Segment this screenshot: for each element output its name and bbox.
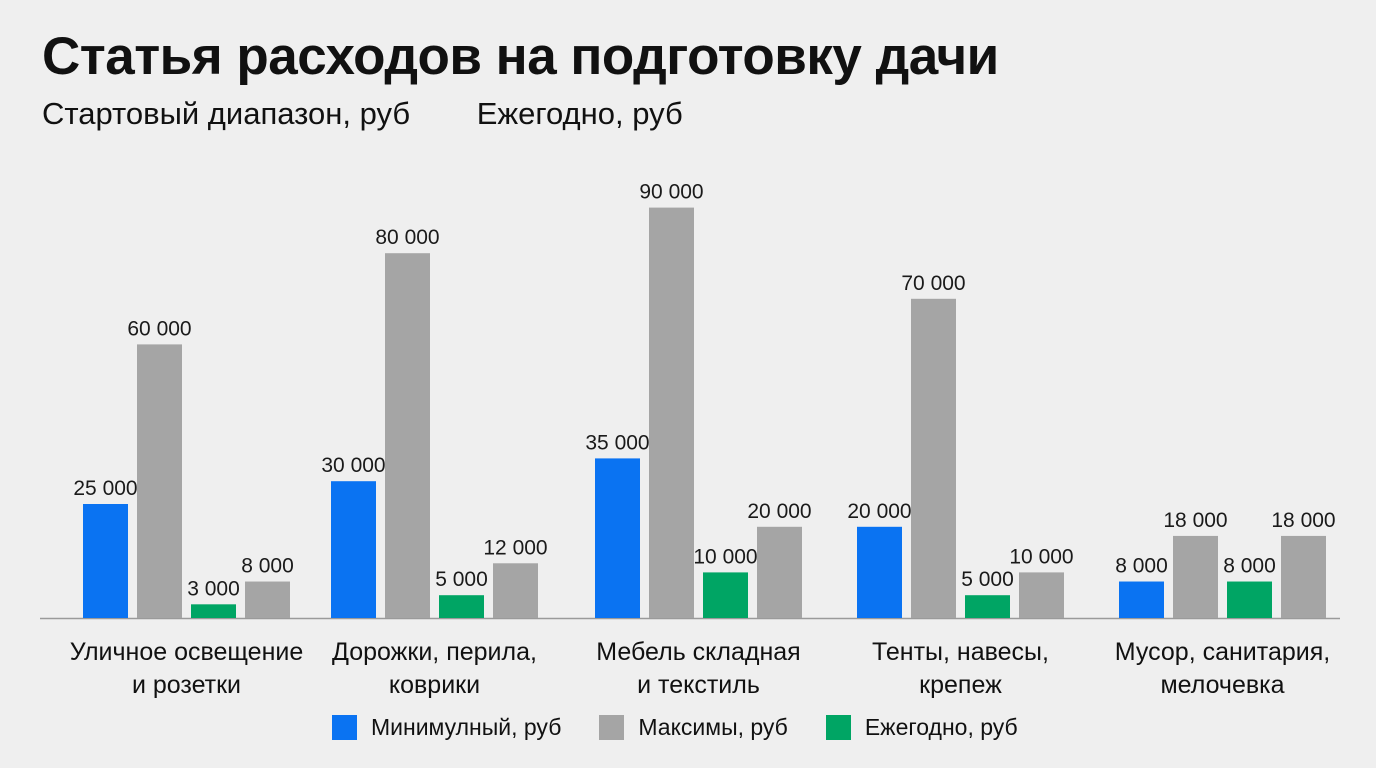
legend-swatch-max	[599, 715, 625, 740]
bar-yearly-max-1	[245, 581, 290, 618]
category-label-2-line-1: Дорожки, перила,	[332, 638, 537, 666]
bar-min-4	[857, 526, 902, 618]
bar-max-2	[385, 253, 430, 618]
category-label-5-line-1: Мусор, санитария,	[1115, 638, 1330, 666]
legend-item-max: Максимы, руб	[599, 714, 788, 741]
subtitle-row: Стартовый диапазон, руб Ежегодно, руб	[42, 96, 683, 132]
legend-swatch-min	[332, 715, 357, 740]
category-label-3-line-2: и текстиль	[637, 671, 760, 699]
bar-max-3	[649, 207, 694, 618]
chart-title: Статья расходов на подготовку дачи	[42, 27, 999, 86]
data-label-yearly-5: 8 000	[1223, 555, 1276, 578]
bar-max-5	[1173, 535, 1218, 618]
bar-max-1	[137, 344, 182, 618]
data-label-min-3: 35 000	[585, 431, 649, 454]
legend-item-yearly: Ежегодно, руб	[825, 714, 1018, 741]
data-label-min-2: 30 000	[321, 454, 385, 477]
subtitle-yearly: Ежегодно, руб	[476, 96, 683, 131]
data-label-max-2: 80 000	[375, 226, 439, 249]
data-label-max-4: 70 000	[901, 272, 965, 295]
legend-label-max: Максимы, руб	[638, 714, 788, 740]
legend-label-yearly: Ежегодно, руб	[864, 714, 1018, 740]
data-label-yearly-2: 5 000	[435, 568, 488, 591]
legend-swatch-yearly	[825, 715, 851, 740]
data-label-min-1: 25 000	[73, 477, 137, 500]
chart-legend: Минимулный, руб Максимы, руб Ежегодно, р…	[332, 714, 1056, 741]
bar-yearly-max-3	[757, 526, 802, 618]
data-label-yearly-max-4: 10 000	[1009, 545, 1073, 568]
legend-label-min: Минимулный, руб	[371, 714, 562, 740]
data-label-yearly-4: 5 000	[961, 568, 1014, 591]
bar-yearly-max-2	[493, 563, 538, 618]
category-label-1-line-2: и розетки	[132, 671, 241, 699]
data-label-min-4: 20 000	[847, 500, 911, 523]
data-label-yearly-max-5: 18 000	[1271, 509, 1335, 532]
bar-yearly-max-5	[1281, 535, 1326, 618]
data-label-yearly-3: 10 000	[693, 545, 757, 568]
bar-min-1	[83, 504, 128, 618]
bar-min-5	[1119, 581, 1164, 618]
bar-yearly-2	[439, 595, 484, 618]
data-label-max-3: 90 000	[639, 181, 703, 204]
subtitle-start-range: Стартовый диапазон, руб	[42, 96, 411, 131]
bar-yearly-1	[191, 604, 236, 618]
data-label-max-1: 60 000	[127, 317, 191, 340]
bar-max-4	[911, 298, 956, 618]
category-label-4-line-1: Тенты, навесы,	[872, 638, 1049, 666]
bar-min-3	[595, 458, 640, 618]
data-label-yearly-max-2: 12 000	[483, 536, 547, 559]
data-label-yearly-1: 3 000	[187, 577, 240, 600]
category-label-5-line-2: мелочевка	[1160, 671, 1284, 699]
bar-yearly-5	[1227, 581, 1272, 618]
bar-yearly-4	[965, 595, 1010, 618]
category-label-2-line-2: коврики	[389, 671, 480, 699]
bar-min-2	[331, 481, 376, 618]
data-label-min-5: 8 000	[1115, 555, 1168, 578]
data-label-max-5: 18 000	[1163, 509, 1227, 532]
category-label-3-line-1: Мебель складная	[596, 638, 800, 666]
data-label-yearly-max-1: 8 000	[241, 555, 294, 578]
data-label-yearly-max-3: 20 000	[747, 500, 811, 523]
category-label-1-line-1: Уличное освещение	[70, 638, 304, 666]
category-label-4-line-2: крепеж	[919, 671, 1002, 699]
legend-item-min: Минимулный, руб	[332, 714, 561, 741]
bar-yearly-max-4	[1019, 572, 1064, 618]
bar-yearly-3	[703, 572, 748, 618]
